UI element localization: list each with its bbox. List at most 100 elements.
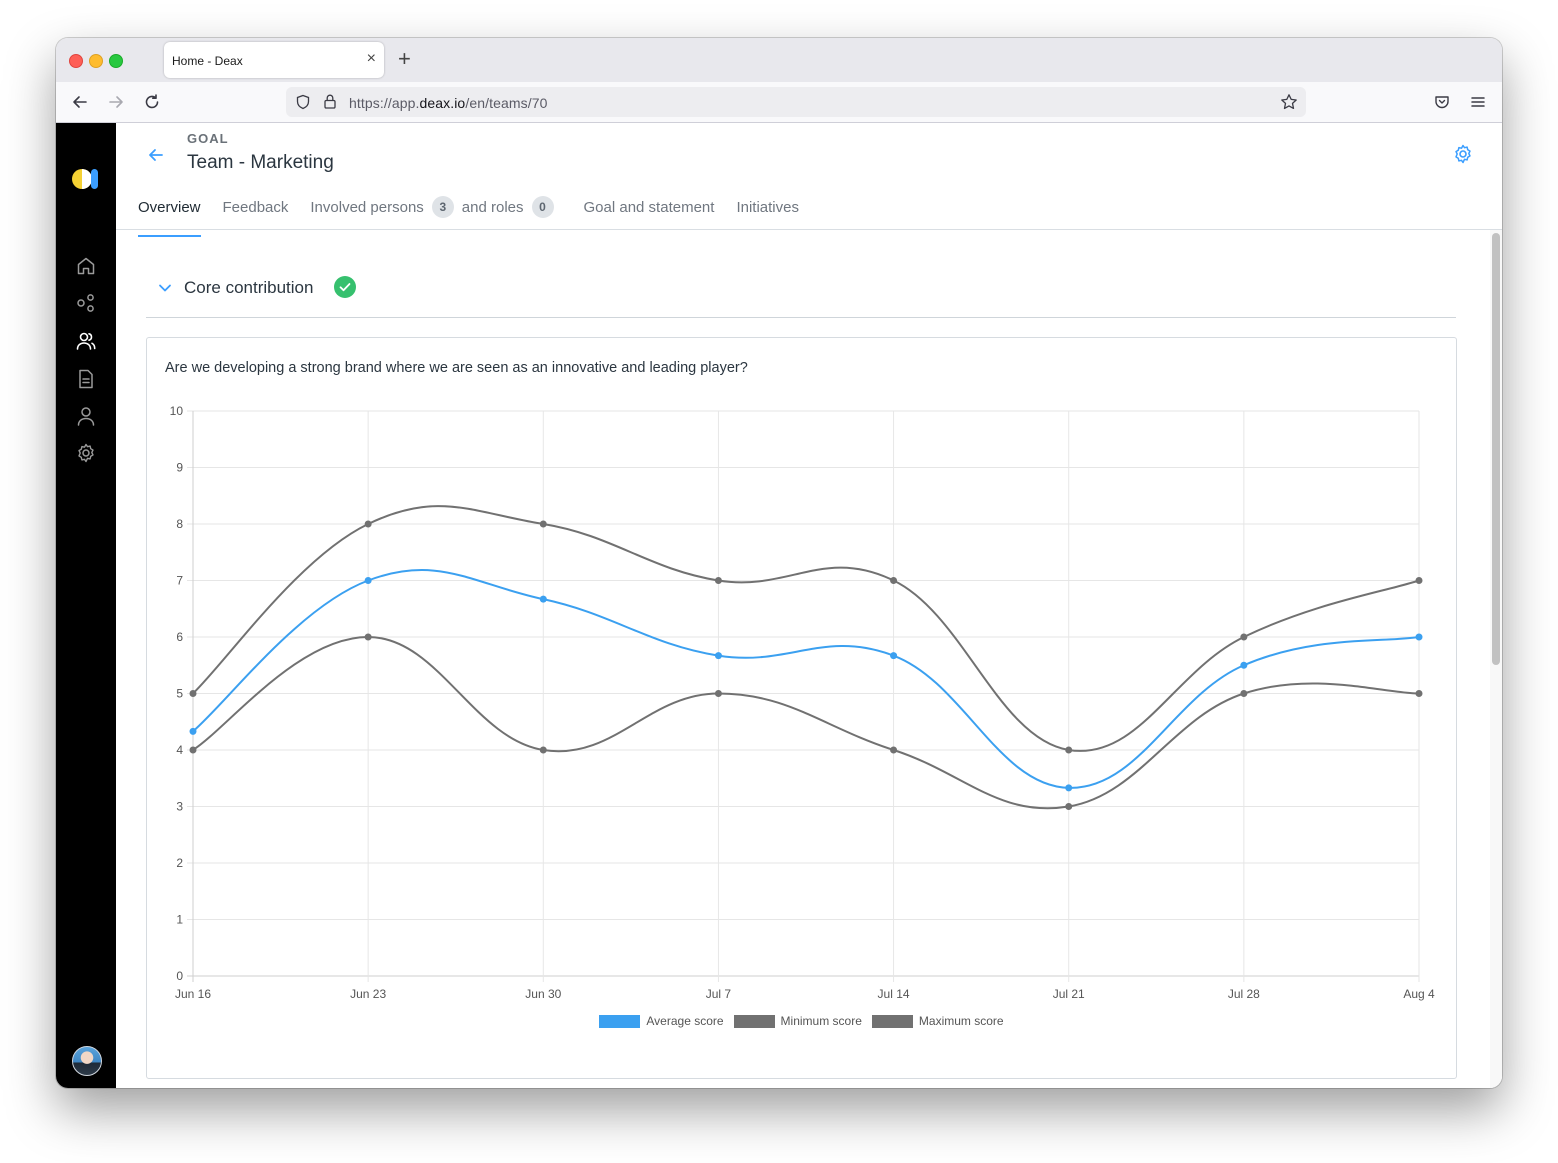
- data-point: [1065, 784, 1073, 792]
- chevron-down-icon[interactable]: [158, 281, 172, 295]
- maximize-window-button[interactable]: [109, 54, 123, 68]
- series-line: [192, 505, 1420, 752]
- data-point: [189, 727, 197, 735]
- x-tick-label: Jun 16: [175, 987, 211, 1001]
- tab-label: Involved persons: [310, 198, 424, 216]
- legend-label: Average score: [646, 1014, 724, 1028]
- tab-label: Feedback: [222, 198, 289, 216]
- y-tick-label: 10: [170, 404, 184, 418]
- question-text: Are we developing a strong brand where w…: [165, 360, 748, 376]
- legend-item[interactable]: Maximum score: [871, 1014, 1004, 1028]
- data-point: [1415, 633, 1423, 641]
- legend-label: Minimum score: [780, 1014, 862, 1028]
- persons-count-badge: 3: [431, 196, 454, 218]
- sidebar: [56, 123, 116, 1088]
- settings-icon[interactable]: [75, 442, 97, 464]
- data-point: [189, 690, 197, 697]
- app: GOAL Team - Marketing Overview Feedback …: [56, 123, 1502, 1088]
- minimize-window-button[interactable]: [89, 54, 103, 68]
- close-tab-icon[interactable]: ×: [366, 50, 376, 67]
- home-icon[interactable]: [75, 255, 97, 277]
- series-line: [192, 635, 1420, 810]
- reload-icon[interactable]: [143, 93, 161, 111]
- url-host: deax.io: [419, 95, 466, 111]
- x-tick-label: Jul 7: [706, 987, 732, 1001]
- data-point: [714, 690, 722, 697]
- data-point: [714, 577, 722, 584]
- data-point: [539, 520, 547, 528]
- legend-label: Maximum score: [918, 1014, 1004, 1028]
- y-tick-label: 1: [176, 913, 183, 927]
- bookmark-star-icon[interactable]: [1280, 93, 1298, 111]
- back-arrow-icon[interactable]: [146, 145, 166, 165]
- data-point: [890, 577, 898, 584]
- chart-legend: Average score Minimum score Maximum score: [147, 1014, 1456, 1028]
- data-point: [364, 577, 372, 584]
- section-title: Core contribution: [184, 278, 314, 297]
- team-icon[interactable]: [75, 330, 97, 352]
- x-tick-label: Jul 14: [878, 987, 910, 1001]
- legend-item[interactable]: Minimum score: [733, 1014, 862, 1028]
- x-tick-label: Jul 21: [1053, 987, 1085, 1001]
- checkmark-glyph: [339, 283, 351, 292]
- data-point: [1415, 690, 1423, 697]
- deax-logo[interactable]: [71, 167, 101, 191]
- url-text: https://app.deax.io/en/teams/70: [349, 95, 547, 111]
- check-icon: [334, 276, 356, 298]
- page-tabs: Overview Feedback Involved persons 3 and…: [138, 195, 821, 237]
- page-header: GOAL Team - Marketing Overview Feedback …: [116, 123, 1502, 237]
- tab-feedback[interactable]: Feedback: [223, 195, 289, 227]
- legend-item[interactable]: Average score: [599, 1014, 724, 1028]
- data-point: [1065, 803, 1073, 810]
- section-header[interactable]: Core contribution: [146, 273, 1456, 318]
- tab-label: Goal and statement: [583, 198, 715, 216]
- data-point: [890, 652, 898, 660]
- legend-swatch: [599, 1014, 641, 1028]
- legend-swatch: [733, 1014, 775, 1028]
- tab-sub-label: and roles: [461, 198, 524, 216]
- url-scheme: https://app.: [349, 95, 420, 111]
- tab-involved-persons[interactable]: Involved persons 3 and roles 0: [310, 195, 561, 227]
- close-window-button[interactable]: [69, 54, 83, 68]
- main-content: GOAL Team - Marketing Overview Feedback …: [116, 123, 1502, 1088]
- gear-icon[interactable]: [1452, 143, 1474, 165]
- y-tick-label: 9: [176, 461, 183, 475]
- shield-icon[interactable]: [295, 94, 311, 110]
- legend-swatch: [871, 1014, 913, 1028]
- y-tick-label: 6: [176, 630, 183, 644]
- tab-initiatives[interactable]: Initiatives: [736, 195, 799, 227]
- x-tick-label: Aug 4: [1403, 987, 1435, 1001]
- address-bar[interactable]: https://app.deax.io/en/teams/70: [286, 87, 1306, 117]
- browser-tab[interactable]: Home - Deax ×: [164, 42, 384, 78]
- user-icon[interactable]: [75, 405, 97, 427]
- question-card: Are we developing a strong brand where w…: [146, 337, 1457, 1079]
- browser-tab-title: Home - Deax: [172, 54, 243, 68]
- document-icon[interactable]: [75, 368, 97, 390]
- tab-label: Overview: [138, 198, 201, 216]
- data-point: [714, 652, 722, 660]
- data-point: [1240, 661, 1248, 669]
- y-tick-label: 8: [176, 517, 183, 531]
- back-arrow-icon[interactable]: [71, 93, 89, 111]
- lock-icon[interactable]: [322, 93, 338, 110]
- forward-arrow-icon[interactable]: [107, 93, 125, 111]
- page-title: Team - Marketing: [187, 152, 334, 173]
- url-path: /en/teams/70: [465, 95, 548, 111]
- network-icon[interactable]: [75, 292, 97, 314]
- x-tick-label: Jun 23: [350, 987, 386, 1001]
- tab-goal-and-statement[interactable]: Goal and statement: [584, 195, 715, 227]
- tab-overview[interactable]: Overview: [138, 195, 201, 237]
- scrollbar-thumb[interactable]: [1492, 233, 1500, 665]
- browser-tab-strip: Home - Deax × +: [56, 38, 1502, 82]
- x-tick-label: Jun 30: [525, 987, 561, 1001]
- new-tab-button[interactable]: +: [398, 46, 411, 71]
- series-line: [192, 569, 1420, 789]
- pocket-icon[interactable]: [1433, 93, 1451, 111]
- data-point: [1240, 690, 1248, 697]
- avatar[interactable]: [72, 1046, 102, 1076]
- menu-icon[interactable]: [1469, 93, 1487, 111]
- tab-label: Initiatives: [736, 198, 799, 216]
- data-point: [539, 746, 547, 754]
- y-tick-label: 7: [176, 574, 183, 588]
- page-overline: GOAL: [187, 131, 229, 146]
